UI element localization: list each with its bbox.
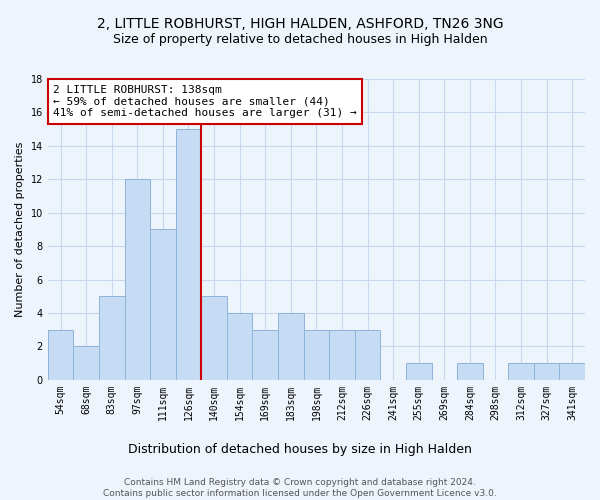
Bar bbox=[176, 129, 201, 380]
Text: Distribution of detached houses by size in High Halden: Distribution of detached houses by size … bbox=[128, 442, 472, 456]
Bar bbox=[125, 180, 150, 380]
Text: 2, LITTLE ROBHURST, HIGH HALDEN, ASHFORD, TN26 3NG: 2, LITTLE ROBHURST, HIGH HALDEN, ASHFORD… bbox=[97, 18, 503, 32]
Bar bbox=[99, 296, 125, 380]
Bar bbox=[48, 330, 73, 380]
Bar bbox=[559, 363, 585, 380]
Bar bbox=[278, 313, 304, 380]
Bar bbox=[457, 363, 482, 380]
Bar bbox=[329, 330, 355, 380]
Bar bbox=[406, 363, 431, 380]
Bar bbox=[201, 296, 227, 380]
Bar bbox=[150, 230, 176, 380]
Text: Size of property relative to detached houses in High Halden: Size of property relative to detached ho… bbox=[113, 32, 487, 46]
Bar bbox=[73, 346, 99, 380]
Text: 2 LITTLE ROBHURST: 138sqm
← 59% of detached houses are smaller (44)
41% of semi-: 2 LITTLE ROBHURST: 138sqm ← 59% of detac… bbox=[53, 85, 357, 118]
Bar bbox=[508, 363, 534, 380]
Bar bbox=[534, 363, 559, 380]
Text: Contains HM Land Registry data © Crown copyright and database right 2024.
Contai: Contains HM Land Registry data © Crown c… bbox=[103, 478, 497, 498]
Bar bbox=[355, 330, 380, 380]
Bar bbox=[304, 330, 329, 380]
Bar bbox=[253, 330, 278, 380]
Bar bbox=[227, 313, 253, 380]
Y-axis label: Number of detached properties: Number of detached properties bbox=[15, 142, 25, 317]
